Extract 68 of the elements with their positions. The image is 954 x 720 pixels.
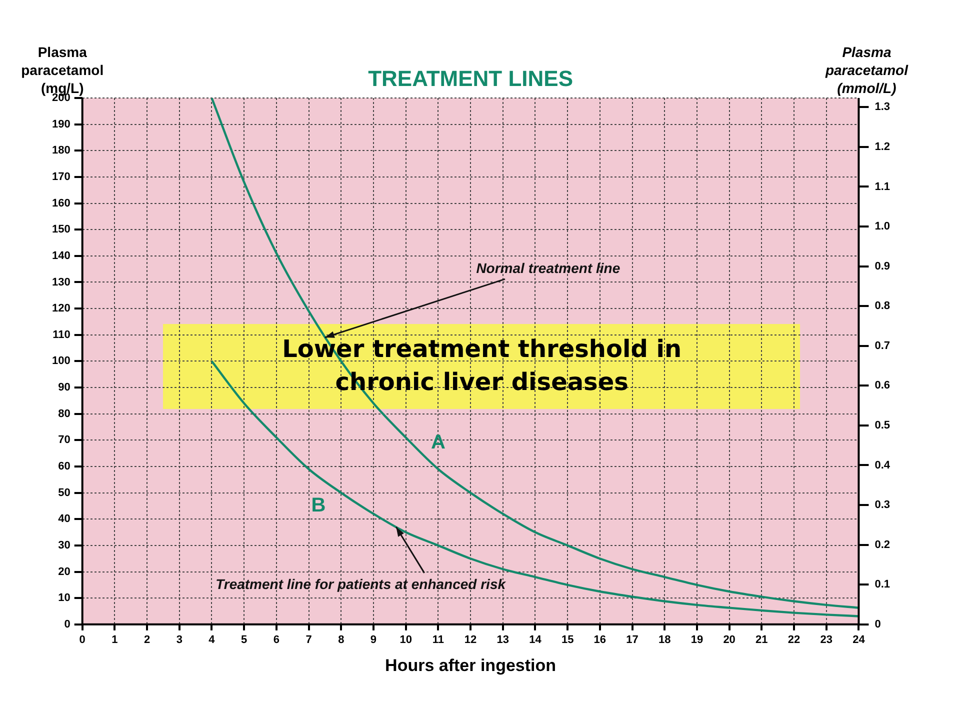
annotation: Treatment line for patients at enhanced risk [216, 576, 507, 592]
x-axis-title: Hours after ingestion [385, 656, 556, 676]
x-tick-label: 8 [338, 634, 344, 646]
x-tick-label: 20 [723, 634, 736, 646]
x-tick-label: 0 [79, 634, 86, 646]
x-tick-label: 3 [176, 634, 182, 646]
x-tick-label: 13 [496, 634, 510, 646]
y-tick-label: 70 [58, 434, 70, 446]
x-tick-label: 19 [690, 634, 704, 646]
y-tick-label: 30 [58, 539, 70, 552]
x-tick-label: 1 [112, 634, 118, 646]
y-tick-label: 130 [52, 276, 70, 288]
y2-tick-label: 0.2 [874, 538, 890, 551]
y2-tick-label: 0.3 [874, 499, 890, 512]
y-tick-label: 40 [58, 513, 70, 526]
x-tick-label: 23 [820, 634, 832, 646]
y-tick-label: 150 [52, 224, 70, 236]
y2-tick-label: 0.5 [874, 419, 890, 432]
y-tick-label: 80 [58, 408, 70, 420]
y-tick-label: 20 [58, 566, 70, 578]
y2-tick-label: 1.0 [874, 220, 890, 233]
x-tick-label: 7 [306, 634, 312, 646]
y-tick-label: 10 [58, 592, 70, 604]
y-tick-label: 60 [58, 460, 70, 473]
y2-tick-label: 0.8 [874, 300, 890, 312]
x-tick-label: 10 [400, 634, 412, 646]
x-tick-label: 17 [626, 634, 638, 646]
annotation: Normal treatment line [476, 260, 620, 276]
line-series [210, 98, 859, 609]
x-tick-label: 16 [594, 634, 606, 646]
series-label: A [430, 431, 446, 454]
x-tick-label: 6 [273, 634, 280, 646]
y-tick-label: 190 [52, 118, 70, 130]
series-label: B [311, 494, 326, 516]
x-tick-label: 5 [241, 634, 248, 646]
y2-tick-label: 1.3 [874, 101, 890, 114]
y-tick-label: 100 [52, 355, 70, 368]
y-tick-label: 120 [52, 302, 70, 315]
y-tick-label: 50 [58, 486, 70, 499]
y-tick-label: 140 [52, 250, 70, 262]
y2-tick-label: 1.1 [874, 180, 890, 193]
y2-tick-label: 0.4 [874, 459, 891, 472]
x-tick-label: 15 [561, 634, 574, 646]
y-tick-label: 110 [52, 328, 70, 341]
x-tick-label: 11 [432, 634, 444, 646]
x-tick-label: 9 [370, 634, 377, 646]
y-tick-label: 90 [58, 382, 70, 394]
line-series [210, 360, 859, 618]
x-tick-label: 4 [208, 634, 216, 646]
y2-tick-label: 1.2 [874, 140, 890, 153]
x-tick-label: 2 [144, 634, 150, 646]
x-tick-label: 22 [788, 634, 800, 646]
y-tick-label: 160 [52, 197, 70, 210]
y2-tick-label: 0 [874, 618, 881, 630]
y-tick-label: 170 [52, 170, 70, 183]
y-tick-label: 0 [64, 618, 70, 630]
y2-tick-label: 0.1 [874, 578, 890, 591]
x-tick-label: 21 [756, 634, 768, 646]
x-tick-label: 18 [658, 634, 671, 646]
y2-axis-title: Plasma paracetamol (mmol/L) [824, 44, 910, 96]
y2-tick-label: 0.7 [874, 340, 890, 352]
y2-tick-label: 0.6 [874, 380, 890, 392]
x-tick-label: 12 [464, 634, 477, 646]
y2-tick-label: 0.9 [874, 260, 890, 272]
x-tick-label: 24 [852, 634, 866, 646]
x-tick-label: 14 [529, 634, 542, 646]
y-tick-label: 180 [52, 144, 70, 157]
chart-title: TREATMENT LINES [368, 66, 573, 92]
